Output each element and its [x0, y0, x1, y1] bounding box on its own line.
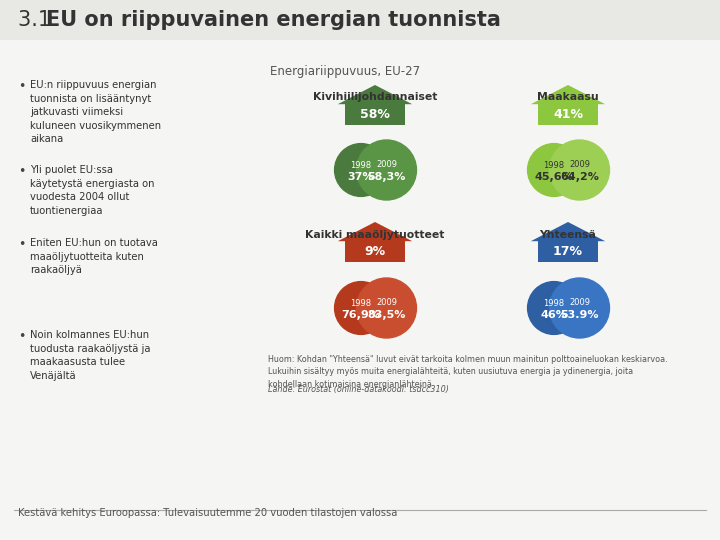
Circle shape — [528, 281, 580, 334]
Circle shape — [335, 144, 387, 197]
Circle shape — [528, 144, 580, 197]
Text: Yhteensä: Yhteensä — [539, 230, 596, 240]
Text: EU:n riippuvuus energian
tuonnista on lisääntynyt
jatkuvasti viimeksi
kuluneen v: EU:n riippuvuus energian tuonnista on li… — [30, 80, 161, 144]
Text: 9%: 9% — [364, 245, 386, 258]
Text: 64,2%: 64,2% — [560, 172, 599, 181]
Text: 2009: 2009 — [569, 298, 590, 307]
Text: 1998: 1998 — [351, 161, 372, 170]
Text: 76,9%: 76,9% — [341, 309, 380, 320]
Circle shape — [549, 140, 609, 200]
Text: Energiariippuvuus, EU-27: Energiariippuvuus, EU-27 — [270, 65, 420, 78]
Text: 58%: 58% — [360, 107, 390, 120]
FancyBboxPatch shape — [538, 104, 598, 125]
Circle shape — [335, 281, 387, 334]
Text: •: • — [18, 165, 25, 178]
Text: 45,6%: 45,6% — [534, 172, 573, 181]
Text: Kivihiilijohdannaiset: Kivihiilijohdannaiset — [312, 92, 437, 102]
Text: 53.9%: 53.9% — [560, 309, 599, 320]
Text: 2009: 2009 — [569, 160, 590, 169]
Text: 1998: 1998 — [351, 299, 372, 308]
Text: Yli puolet EU:ssa
käytetystä energiasta on
vuodesta 2004 ollut
tuontienergiaa: Yli puolet EU:ssa käytetystä energiasta … — [30, 165, 155, 216]
Text: Eniten EU:hun on tuotava
maaöljytuotteita kuten
raakaöljyä: Eniten EU:hun on tuotava maaöljytuotteit… — [30, 238, 158, 275]
Circle shape — [356, 278, 416, 338]
Text: Kaikki maaöljytuotteet: Kaikki maaöljytuotteet — [305, 230, 445, 240]
Text: Kestävä kehitys Euroopassa: Tulevaisuutemme 20 vuoden tilastojen valossa: Kestävä kehitys Euroopassa: Tulevaisuute… — [18, 508, 397, 518]
Circle shape — [549, 278, 609, 338]
Text: Maakaasu: Maakaasu — [537, 92, 599, 102]
Text: Noin kolmannes EU:hun
tuodusta raakaöljystä ja
maakaasusta tulee
Venäjältä: Noin kolmannes EU:hun tuodusta raakaöljy… — [30, 330, 150, 381]
Text: 46%: 46% — [541, 309, 567, 320]
Text: •: • — [18, 80, 25, 93]
Text: EU on riippuvainen energian tuonnista: EU on riippuvainen energian tuonnista — [46, 10, 501, 30]
Polygon shape — [531, 85, 606, 104]
Text: 2009: 2009 — [376, 298, 397, 307]
Text: 17%: 17% — [553, 245, 583, 258]
Text: •: • — [18, 330, 25, 343]
Text: 58,3%: 58,3% — [367, 172, 405, 181]
FancyBboxPatch shape — [538, 241, 598, 262]
Text: 3.1: 3.1 — [18, 10, 58, 30]
Polygon shape — [338, 85, 412, 104]
Circle shape — [356, 140, 416, 200]
Text: 83,5%: 83,5% — [367, 309, 405, 320]
Text: •: • — [18, 238, 25, 251]
Text: 37%: 37% — [348, 172, 374, 181]
Polygon shape — [531, 222, 606, 241]
Text: 1998: 1998 — [544, 299, 564, 308]
Polygon shape — [338, 222, 412, 241]
Text: 1998: 1998 — [544, 161, 564, 170]
Text: 41%: 41% — [553, 107, 583, 120]
Text: Huom: Kohdan "Yhteensä" luvut eivät tarkoita kolmen muun mainitun polttoaineluok: Huom: Kohdan "Yhteensä" luvut eivät tark… — [268, 355, 667, 389]
Text: Lähde: Eurostat (online-datakoodi: tsdcc310): Lähde: Eurostat (online-datakoodi: tsdcc… — [268, 385, 449, 394]
FancyBboxPatch shape — [0, 0, 720, 40]
FancyBboxPatch shape — [345, 241, 405, 262]
FancyBboxPatch shape — [345, 104, 405, 125]
Text: 2009: 2009 — [376, 160, 397, 169]
